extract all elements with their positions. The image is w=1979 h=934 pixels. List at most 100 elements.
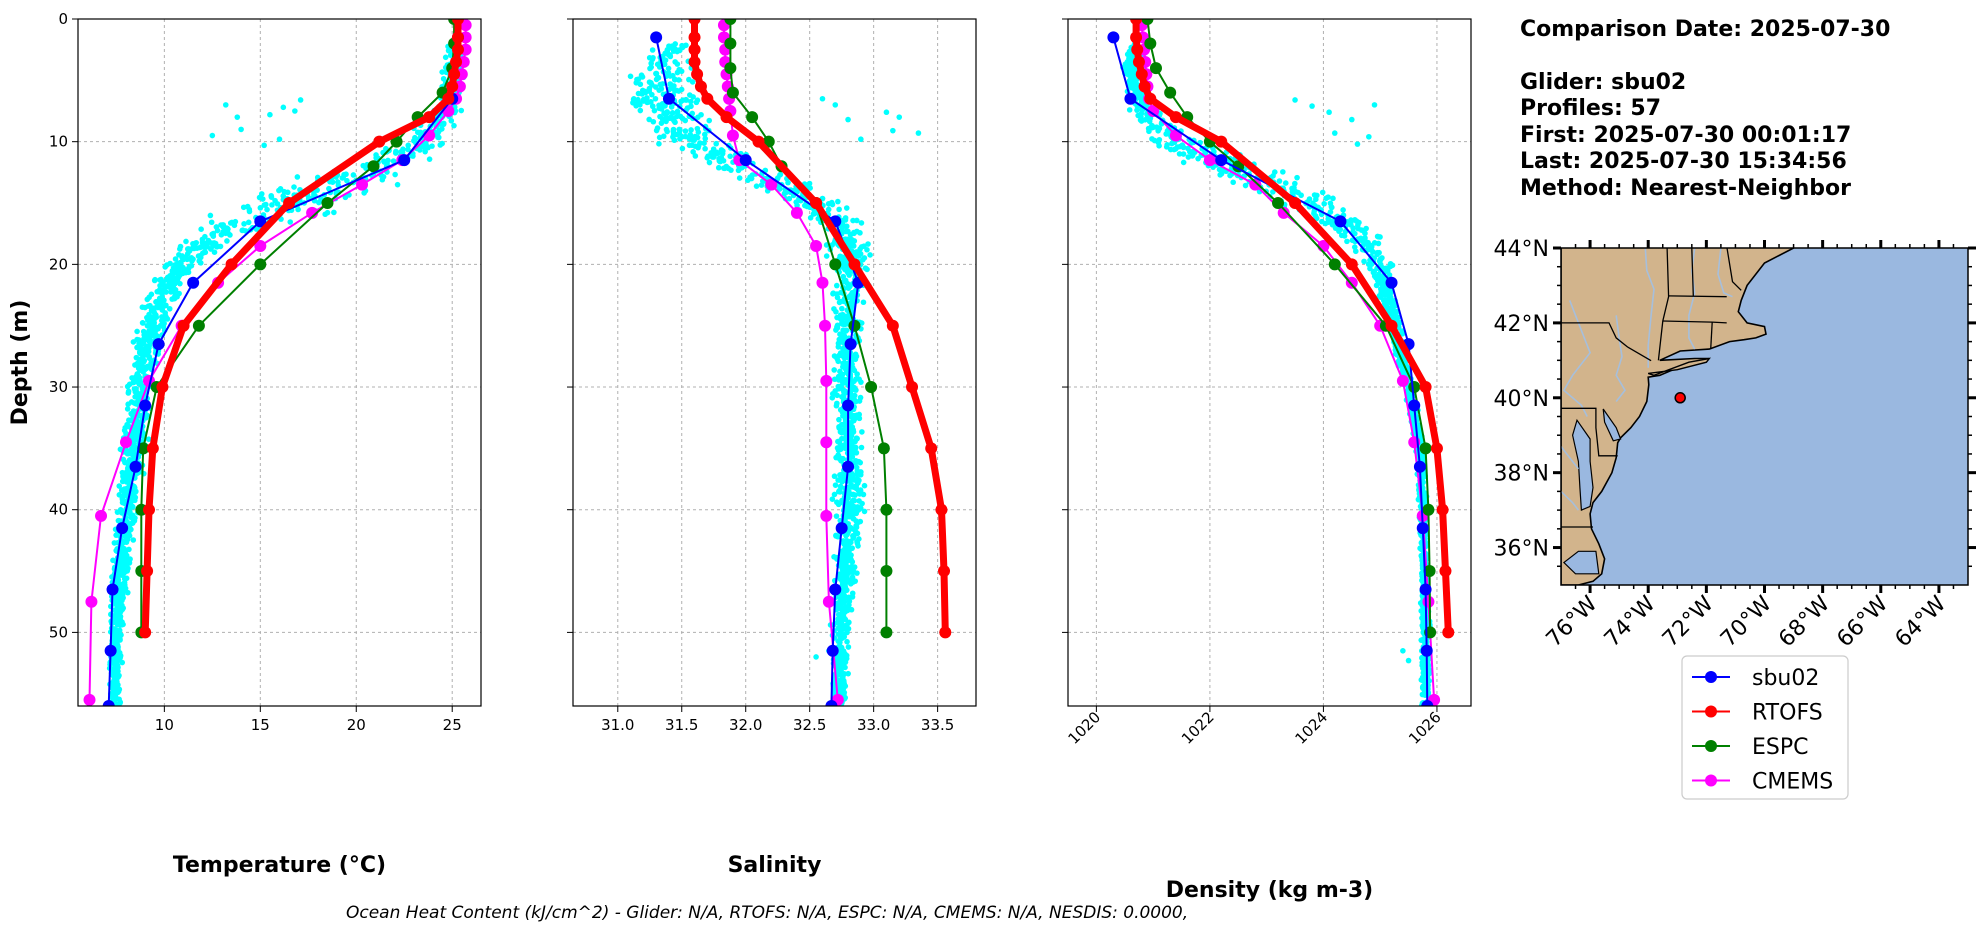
- state-border: [1710, 322, 1713, 350]
- scatter-point: [171, 287, 177, 293]
- scatter-point: [833, 309, 839, 315]
- series-marker: [1328, 258, 1341, 271]
- scatter-point: [143, 415, 149, 421]
- series-marker: [1436, 503, 1449, 516]
- scatter-point: [117, 595, 123, 602]
- scatter-point: [238, 126, 244, 133]
- series-marker: [1442, 626, 1455, 639]
- scatter-point: [339, 175, 346, 181]
- scatter-point: [207, 212, 214, 219]
- x-tick-label: 25: [443, 716, 462, 734]
- state-border: [1726, 248, 1742, 291]
- series-marker: [724, 37, 737, 50]
- scatter-point: [1134, 87, 1140, 93]
- scatter-point: [836, 438, 843, 445]
- lat-label: 38°N: [1494, 462, 1549, 487]
- scatter-point: [849, 511, 856, 518]
- scatter-point: [1387, 263, 1394, 270]
- plot-area: [78, 19, 481, 706]
- scatter-point: [326, 185, 332, 192]
- scatter-point: [439, 69, 445, 75]
- scatter-point: [849, 491, 856, 498]
- series-marker: [650, 31, 663, 44]
- series-marker: [842, 460, 855, 473]
- scatter-point: [148, 291, 155, 298]
- scatter-point: [373, 152, 379, 158]
- scatter-point: [169, 296, 175, 302]
- scatter-point: [198, 226, 204, 232]
- scatter-point: [862, 265, 869, 271]
- scatter-point: [393, 148, 399, 155]
- scatter-point: [211, 240, 218, 247]
- scatter-point: [832, 482, 839, 488]
- scatter-point: [1294, 174, 1300, 181]
- scatter-point: [679, 145, 686, 152]
- scatter-point: [280, 104, 287, 111]
- scatter-point: [658, 120, 665, 126]
- scatter-point: [124, 485, 131, 491]
- scatter-point: [130, 427, 137, 433]
- legend-marker: [1705, 671, 1717, 683]
- scatter-point: [350, 172, 357, 178]
- scatter-point: [663, 126, 670, 133]
- scatter-point: [116, 492, 123, 498]
- scatter-point: [829, 496, 836, 502]
- scatter-point: [720, 148, 726, 154]
- legend-marker: [1705, 705, 1717, 718]
- series-marker: [448, 68, 461, 81]
- scatter-point: [124, 589, 131, 596]
- lon-label: 74°W: [1600, 591, 1661, 652]
- series-marker: [451, 19, 464, 25]
- scatter-point: [1319, 189, 1326, 196]
- scatter-point: [883, 109, 890, 116]
- scatter-point: [183, 238, 189, 245]
- scatter-point: [669, 110, 676, 116]
- scatter-point: [650, 54, 656, 61]
- scatter-point: [451, 122, 457, 129]
- bay: [1562, 550, 1600, 575]
- scatter-point: [175, 274, 182, 281]
- x-axis-label: Density (kg m-3): [1166, 878, 1374, 903]
- series-marker: [254, 239, 267, 252]
- scatter-point: [689, 79, 696, 85]
- series-marker: [906, 381, 919, 394]
- scatter-point: [854, 217, 860, 224]
- series-marker: [1396, 374, 1409, 387]
- scatter-point: [659, 100, 666, 107]
- scatter-point: [646, 85, 653, 92]
- series-marker: [826, 644, 839, 657]
- scatter-point: [715, 164, 722, 171]
- series-marker: [1203, 154, 1216, 167]
- series-marker: [451, 43, 464, 56]
- scatter-point: [837, 611, 844, 618]
- scatter-point: [196, 258, 203, 264]
- x-tick-label: 1020: [1064, 708, 1104, 748]
- series-marker: [844, 338, 857, 351]
- scatter-point: [1242, 182, 1249, 189]
- scatter-point: [167, 272, 173, 279]
- series-marker: [1138, 80, 1151, 93]
- scatter-point: [677, 136, 683, 142]
- scatter-point: [115, 577, 122, 583]
- scatter-point: [713, 140, 719, 147]
- scatter-point: [398, 149, 404, 155]
- scatter-point: [679, 115, 686, 122]
- scatter-point: [132, 489, 139, 495]
- scatter-point: [126, 418, 132, 424]
- series-marker: [1421, 700, 1434, 706]
- scatter-point: [418, 129, 424, 136]
- scatter-point: [845, 284, 852, 290]
- series-marker: [390, 135, 403, 148]
- lon-label: 68°W: [1774, 591, 1835, 652]
- lat-label: 44°N: [1494, 237, 1549, 262]
- scatter-point: [834, 605, 841, 611]
- scatter-point: [662, 57, 669, 63]
- scatter-point: [839, 320, 845, 327]
- scatter-point: [1149, 124, 1156, 131]
- scatter-point: [417, 147, 423, 153]
- series-marker: [367, 160, 380, 173]
- scatter-point: [653, 76, 660, 83]
- scatter-point: [122, 459, 128, 466]
- info-line: Method: Nearest-Neighbor: [1520, 176, 1851, 201]
- scatter-point: [1129, 79, 1135, 85]
